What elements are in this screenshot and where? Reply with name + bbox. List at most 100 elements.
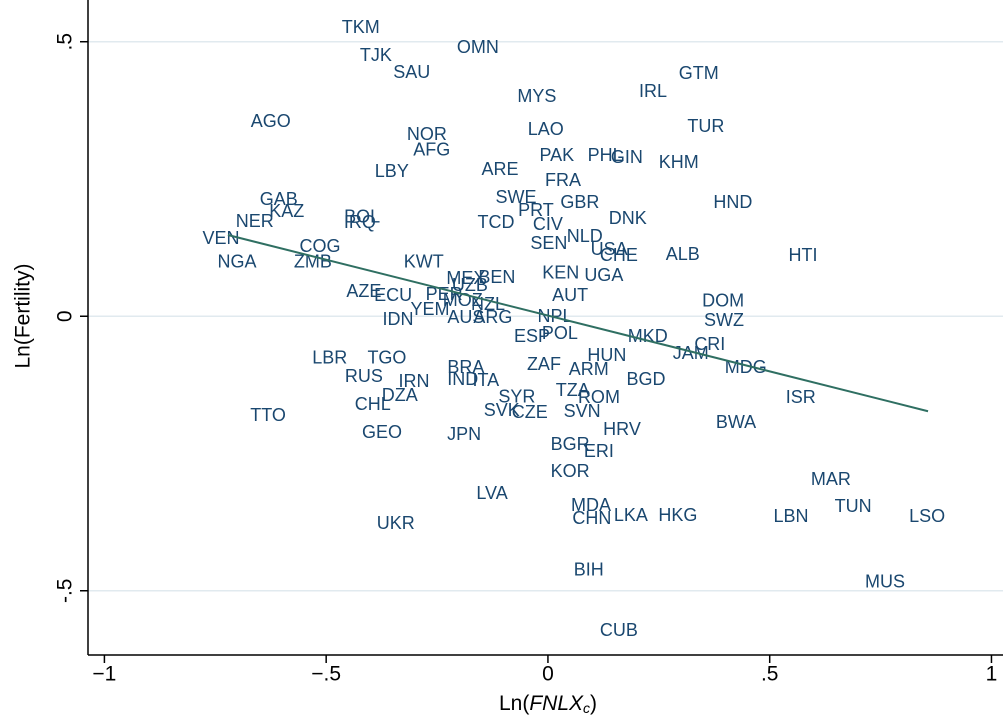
point-label: UZB <box>452 275 488 295</box>
point-label: LKA <box>614 505 648 525</box>
point-label: USA <box>591 239 628 259</box>
point-label: PRT <box>518 200 554 220</box>
point-label: ISR <box>786 387 816 407</box>
point-label: ITA <box>473 370 500 390</box>
point-label: SYR <box>498 386 535 406</box>
x-tick-label: −1 <box>92 663 116 686</box>
point-label: NOR <box>407 124 447 144</box>
y-tick-label: 0 <box>54 310 77 322</box>
point-label: BIH <box>574 560 604 580</box>
point-label: LBR <box>312 347 347 367</box>
point-label: JPN <box>447 424 481 444</box>
point-label: TJK <box>360 45 392 65</box>
y-axis-title: Ln(Fertility) <box>12 263 35 368</box>
point-label: TUR <box>687 116 724 136</box>
point-label: CZE <box>512 402 548 422</box>
point-label: BGD <box>626 369 665 389</box>
x-tick-label: .5 <box>761 663 779 686</box>
point-label: KEN <box>542 263 579 283</box>
point-label: CHE <box>600 245 638 265</box>
point-label: IRQ <box>344 212 376 232</box>
fit-line <box>227 234 929 413</box>
point-label: HKG <box>658 505 697 525</box>
point-label: TCD <box>478 212 515 232</box>
point-label: AUS <box>447 307 484 327</box>
point-label: DNK <box>609 208 647 228</box>
point-label: UGA <box>584 265 623 285</box>
point-label: AFG <box>413 140 450 160</box>
point-label: BGR <box>551 434 590 454</box>
point-label: LSO <box>909 506 945 526</box>
point-label: GAB <box>260 189 298 209</box>
point-label: RUS <box>345 366 383 386</box>
point-label: MDA <box>571 495 611 515</box>
point-label: AUT <box>552 285 588 305</box>
point-label: AZE <box>346 281 381 301</box>
point-label: GTM <box>679 63 719 83</box>
x-tick-label: 1 <box>986 663 998 686</box>
point-label: BEN <box>478 267 515 287</box>
point-label: SVN <box>564 401 601 421</box>
point-label: BWA <box>716 412 756 432</box>
point-label: CHL <box>355 394 391 414</box>
point-label: ARE <box>482 159 519 179</box>
point-label: LBY <box>375 161 409 181</box>
point-label: HUN <box>587 345 626 365</box>
point-label: HRV <box>603 419 641 439</box>
point-label: TZA <box>556 380 590 400</box>
x-title-part: FNLX <box>529 692 584 715</box>
point-label: PHL <box>588 145 623 165</box>
point-label: SAU <box>393 62 430 82</box>
point-label: KHM <box>659 152 699 172</box>
point-label: KWT <box>404 252 444 272</box>
y-tick-label: .5 <box>54 33 77 51</box>
point-label: TTO <box>250 405 286 425</box>
point-label: ERI <box>584 441 614 461</box>
point-label: MKD <box>628 326 668 346</box>
x-tick-label: −.5 <box>311 663 341 686</box>
x-title-part: ) <box>590 692 597 715</box>
point-label: KAZ <box>269 201 304 221</box>
point-label: NLD <box>567 226 603 246</box>
point-label: POL <box>542 323 578 343</box>
point-label: ECU <box>374 285 412 305</box>
point-label: TUN <box>835 496 872 516</box>
point-label: OMN <box>457 37 499 57</box>
point-label: ROM <box>578 387 620 407</box>
point-label: TKM <box>342 17 380 37</box>
point-label: MDG <box>725 357 767 377</box>
point-label: CUB <box>600 620 638 640</box>
point-label: MYS <box>517 86 556 106</box>
point-label: ALB <box>666 244 700 264</box>
point-label: MAR <box>811 469 851 489</box>
point-label: GIN <box>611 147 643 167</box>
point-label: PER <box>426 284 463 304</box>
point-label: LAO <box>528 119 564 139</box>
point-label: MOZ <box>443 290 483 310</box>
point-label: GBR <box>560 192 599 212</box>
x-axis-title: Ln(FNLXc) <box>499 692 597 716</box>
point-label: COG <box>299 236 340 256</box>
point-label: UKR <box>377 513 415 533</box>
point-label: BRA <box>447 357 484 377</box>
point-label: CRI <box>694 334 725 354</box>
point-label: SVK <box>484 400 520 420</box>
x-tick-label: 0 <box>542 663 554 686</box>
x-title-part: Ln( <box>499 692 529 715</box>
point-label: AGO <box>251 111 291 131</box>
point-label: DOM <box>702 291 744 311</box>
point-label: SWE <box>495 187 536 207</box>
point-label: YEM <box>410 299 449 319</box>
point-label: SEN <box>530 233 567 253</box>
point-label: SWZ <box>704 310 744 330</box>
x-title-part: c <box>583 700 590 716</box>
point-label: MEX <box>446 268 485 288</box>
point-label: ESP <box>514 326 550 346</box>
point-label: GEO <box>362 422 402 442</box>
point-label: PAK <box>539 145 574 165</box>
point-label: JAM <box>673 343 709 363</box>
point-label: IRL <box>639 81 667 101</box>
point-label: MUS <box>865 571 905 591</box>
